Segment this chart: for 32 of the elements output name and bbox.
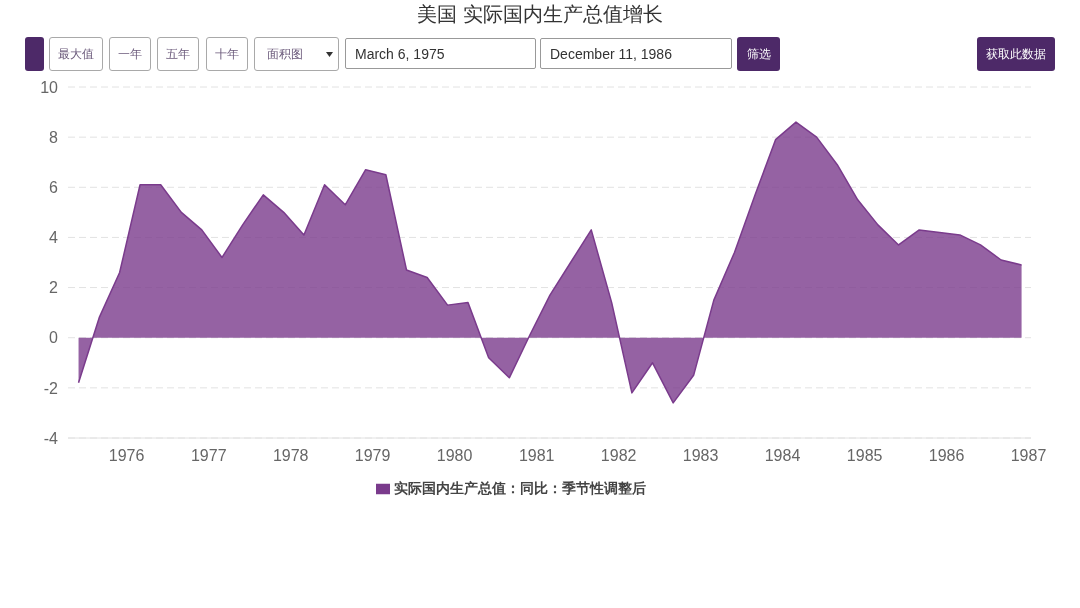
x-tick-label: 1980 [436, 447, 473, 465]
dropdown[interactable]: 面积图 [254, 37, 339, 71]
x-tick-label: 1976 [108, 447, 145, 465]
x-tick-label: 1981 [518, 447, 555, 465]
y-tick-label: 10 [40, 78, 59, 96]
y-tick-label: 4 [49, 229, 59, 247]
x-tick-label: 1985 [846, 447, 883, 465]
x-tick-label: 1979 [354, 447, 391, 465]
x-tick-label: 1984 [764, 447, 801, 465]
date-field[interactable]: December 11, 1986 [540, 38, 732, 69]
x-tick-label: 1978 [272, 447, 309, 465]
y-tick-label: 8 [49, 128, 59, 146]
y-tick-label: -4 [43, 429, 59, 447]
y-tick-label: 0 [49, 329, 59, 347]
x-tick-label: 1977 [190, 447, 227, 465]
legend-label: 实际国内生产总值：同比：季节性调整后 [393, 480, 646, 496]
y-tick-label: 2 [49, 279, 59, 297]
button[interactable]: 五年 [157, 37, 199, 71]
date-field[interactable]: March 6, 1975 [345, 38, 536, 69]
button[interactable] [25, 37, 44, 71]
button[interactable]: 获取此数据 [977, 37, 1055, 71]
y-tick-label: -2 [43, 379, 59, 397]
x-tick-label: 1987 [1010, 447, 1047, 465]
x-tick-label: 1986 [928, 447, 965, 465]
button[interactable]: 一年 [109, 37, 151, 71]
x-tick-label: 1983 [682, 447, 719, 465]
chart-title: 美国 实际国内生产总值增长 [417, 3, 663, 25]
button[interactable]: 最大值 [49, 37, 103, 71]
y-tick-label: 6 [49, 178, 59, 196]
button[interactable]: 十年 [206, 37, 248, 71]
x-tick-label: 1982 [600, 447, 637, 465]
button[interactable]: 筛选 [737, 37, 780, 71]
